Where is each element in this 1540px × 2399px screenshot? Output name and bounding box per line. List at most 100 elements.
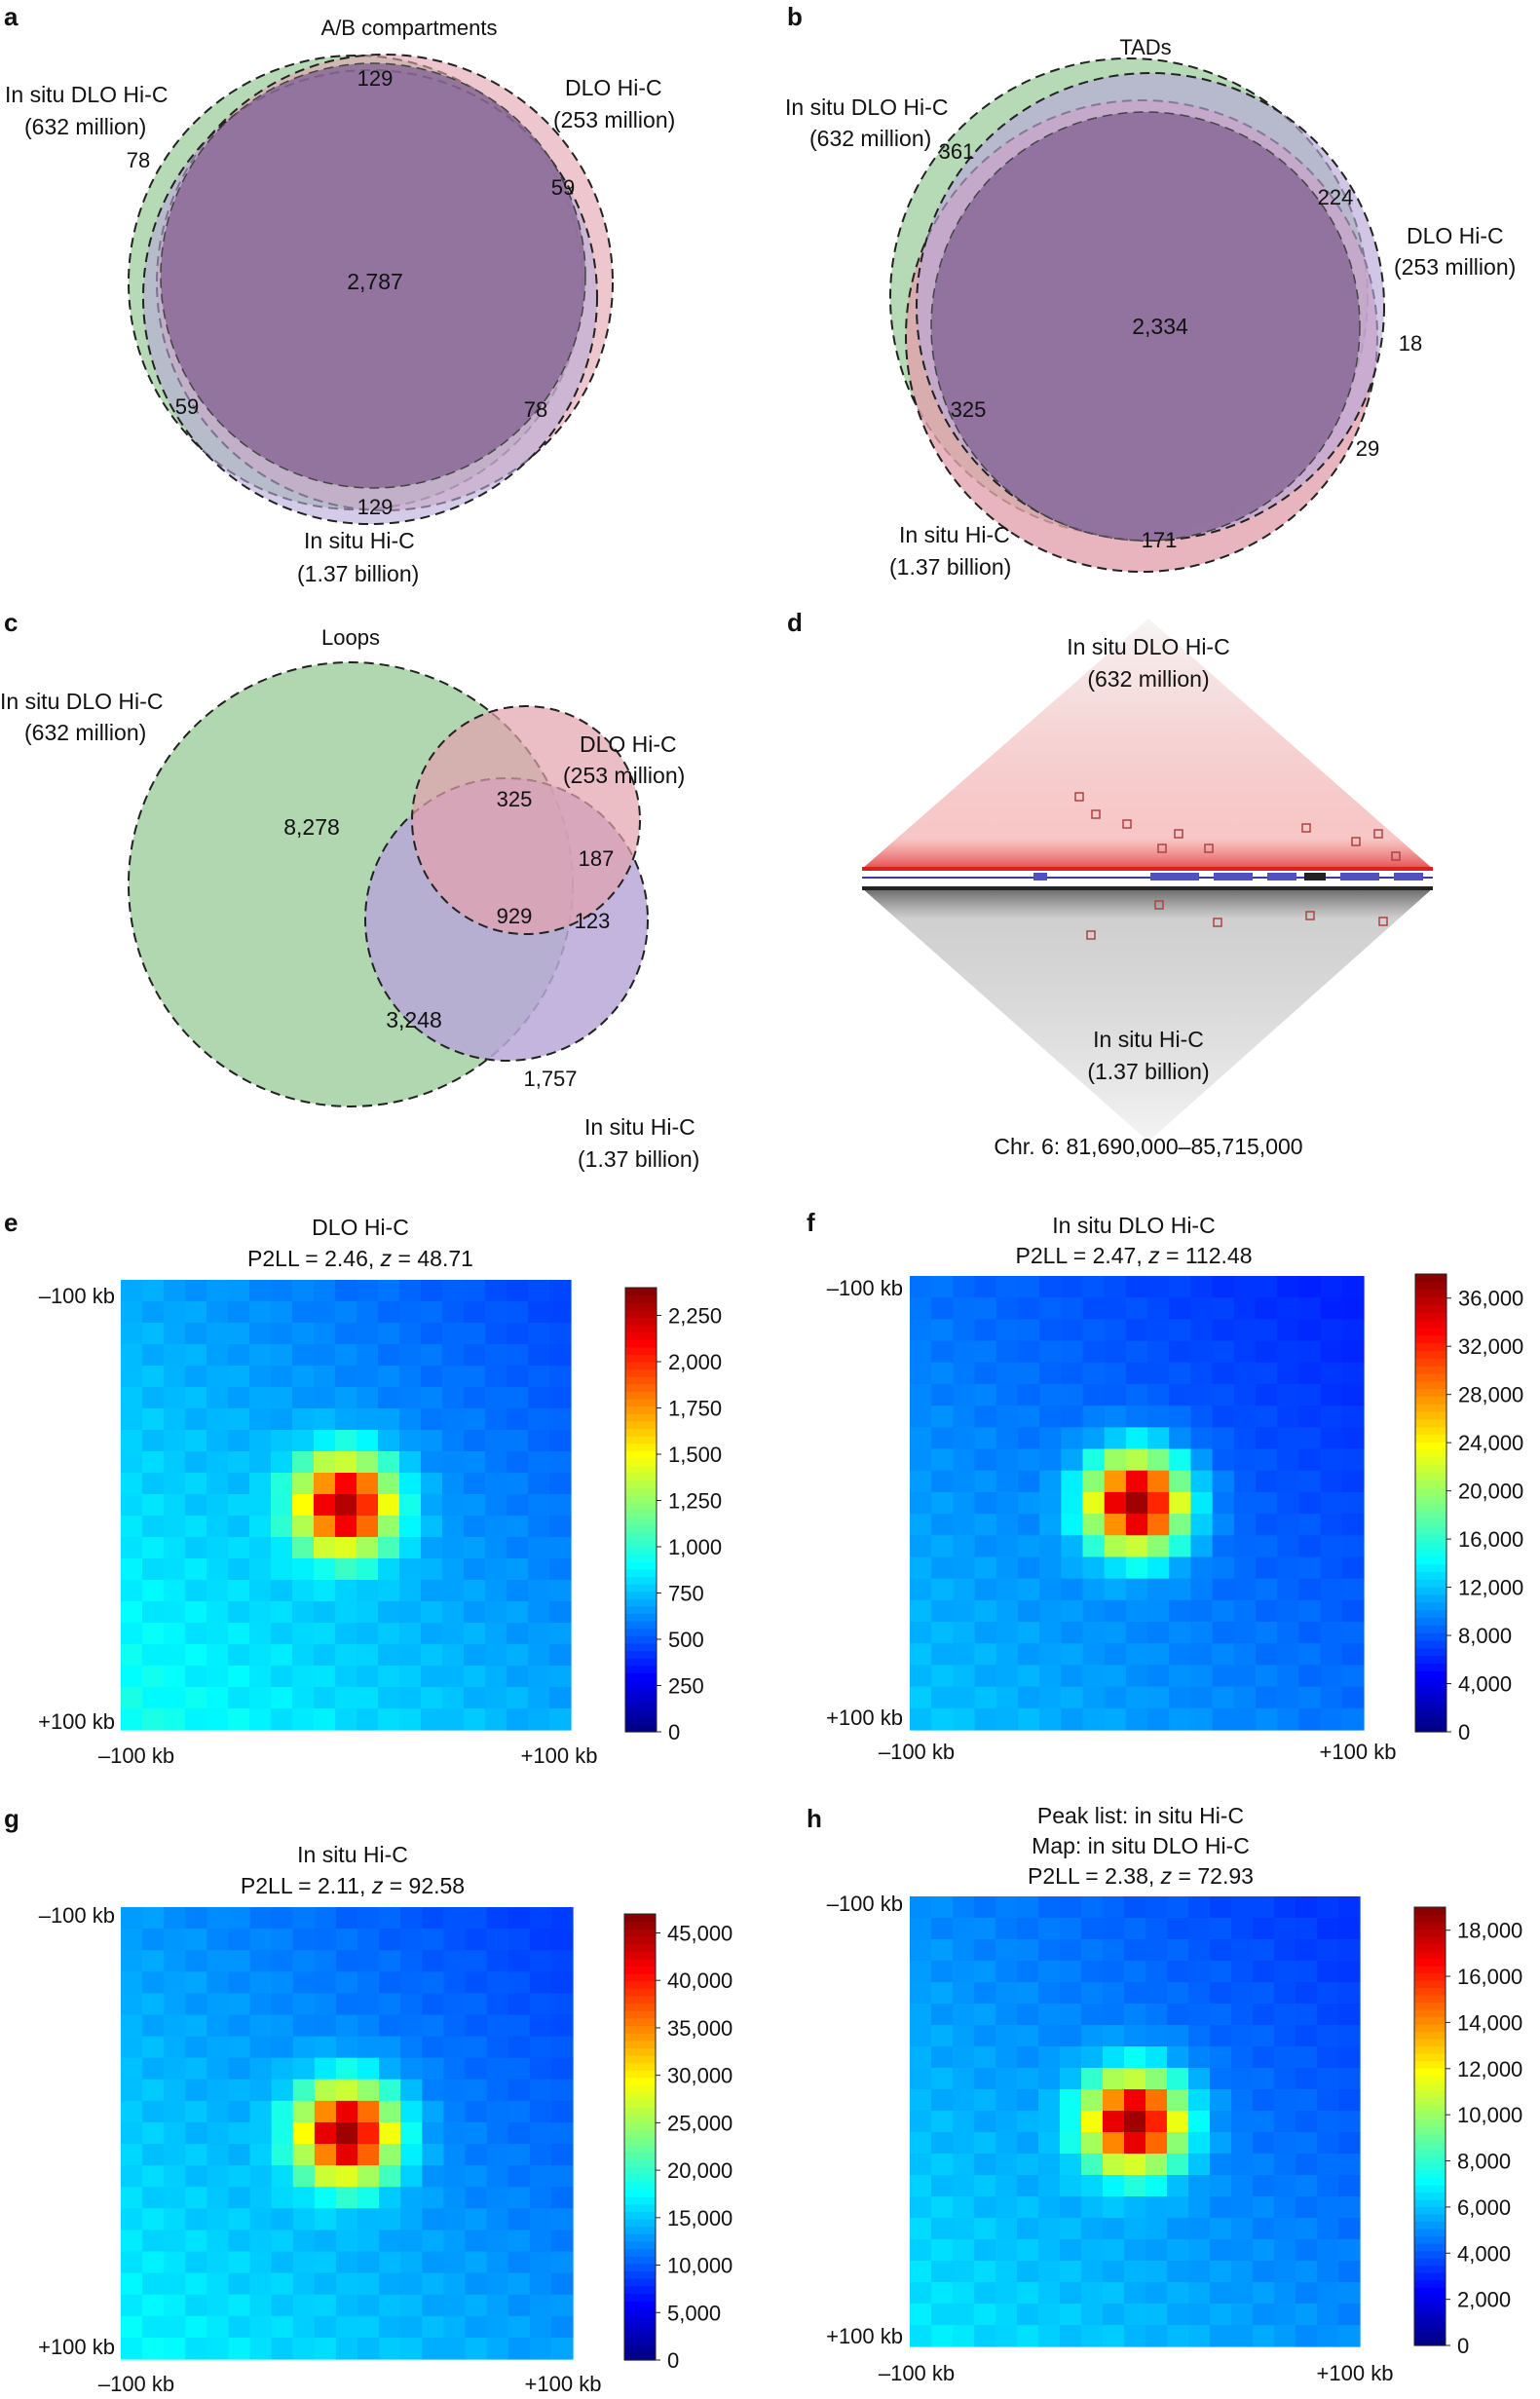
heatmap-cell [995,2111,1018,2133]
heatmap-cell [1104,1340,1127,1364]
heatmap-cell [550,2165,574,2188]
heatmap-cell [142,1301,165,1324]
heatmap-cell [185,1666,207,1688]
apa-heatmap-g: In situ Hi-C P2LL = 2.11, z = 92.58 –100… [38,1842,732,2396]
heatmap-cell [378,1473,400,1495]
colorbar-segment [624,2203,656,2212]
heatmap-cell [528,1537,550,1559]
heatmap-cell [442,1687,465,1709]
heatmap-cell [1274,2239,1296,2262]
colorbar-segment [624,2099,656,2109]
heatmap-cell [1124,2111,1146,2133]
heatmap-cell [1320,1665,1343,1688]
heatmap-cell [486,2230,509,2253]
colorbar-segment [625,1605,657,1614]
heatmap-cell [207,2208,230,2231]
heatmap-cell [185,1408,207,1431]
heatmap-cell [422,2057,445,2080]
heatmap-cell [292,1366,315,1388]
colorbar-segment [625,1687,657,1696]
heatmap-cell [910,1982,932,2005]
apa-e-ytick-bottom: +100 kb [38,1709,115,1734]
heatmap-cell [1253,2261,1275,2283]
heatmap-cell [1274,1918,1296,1940]
heatmap-cell [529,2165,552,2188]
heatmap-cell [1233,1643,1257,1667]
heatmap-cell [1274,2154,1296,2176]
heatmap-cell [529,2144,552,2166]
heatmap-cell [185,1993,207,2016]
heatmap-cell [931,1491,954,1515]
heatmap-cell [142,1366,165,1388]
heatmap-cell [399,1408,422,1431]
heatmap-cell [1341,1319,1365,1342]
heatmap-cell [142,1516,165,1538]
apa-h-grid [910,1896,1361,2347]
heatmap-cell [931,2218,954,2240]
heatmap-cell [550,2121,574,2145]
venn-b-count-171: 171 [1142,528,1178,552]
heatmap-cell [1298,1319,1322,1342]
heatmap-cell [1233,1514,1257,1536]
heatmap-cell [1124,2089,1146,2112]
colorbar-tick-label: 45,000 [667,1921,732,1945]
heatmap-cell [1190,1491,1214,1515]
colorbar-segment [625,1547,657,1556]
heatmap-cell [421,1387,443,1409]
heatmap-cell [400,2187,423,2209]
heatmap-cell [529,2251,552,2274]
heatmap-cell [1082,1535,1106,1558]
heatmap-cell [228,2144,251,2166]
heatmap-cell [529,1907,552,1930]
colorbar-segment [625,1428,657,1437]
heatmap-cell [121,2144,143,2166]
heatmap-cell [1104,1383,1127,1406]
heatmap-cell [249,2079,273,2102]
heatmap-cell [464,1516,486,1538]
heatmap-cell [1167,2111,1189,2133]
heatmap-cell [910,1362,932,1385]
heatmap-cell [378,1687,400,1709]
colorbar-segment [1415,1426,1446,1436]
panel-h-letter: h [807,1804,822,1833]
heatmap-cell [249,1601,272,1624]
heatmap-cell [1124,2261,1146,2283]
heatmap-cell [1147,1556,1170,1580]
heatmap-cell [1188,2154,1211,2176]
heatmap-cell [164,2036,186,2059]
heatmap-cell [443,2079,467,2102]
heatmap-cell [249,1494,272,1517]
heatmap-cell [1125,1448,1148,1472]
heatmap-cell [1169,1340,1192,1364]
heatmap-cell [1103,2218,1125,2240]
apa-h-xtick-right: +100 kb [1317,2361,1394,2385]
heatmap-cell [931,1362,954,1385]
heatmap-cell [1298,1599,1322,1623]
heatmap-cell [379,2014,401,2038]
heatmap-cell [121,1929,143,1951]
venn-c-count-1757: 1,757 [523,1067,577,1091]
heatmap-cell [422,2315,445,2339]
heatmap-cell [910,2261,932,2283]
heatmap-cell [1124,2046,1146,2069]
heatmap-cell [485,1473,507,1495]
heatmap-cell [1212,1599,1235,1623]
heatmap-cell [1124,2304,1146,2326]
heatmap-cell [1274,2046,1296,2069]
colorbar-segment [624,2017,656,2027]
heatmap-cell [185,1430,207,1452]
heatmap-cell [185,1929,207,1951]
colorbar-segment [624,2248,656,2257]
colorbar-segment [625,1709,657,1718]
heatmap-cell [228,2121,251,2145]
heatmap-cell [549,1366,572,1388]
heatmap-cell [1104,1599,1127,1623]
heatmap-cell [465,2014,488,2038]
heatmap-cell [1320,1686,1343,1709]
heatmap-cell [974,2304,996,2326]
heatmap-cell [378,1451,400,1474]
heatmap-cell [953,1665,976,1688]
heatmap-cell [1125,1340,1148,1364]
colorbar-segment [1414,2068,1446,2077]
colorbar-segment [624,2166,656,2175]
